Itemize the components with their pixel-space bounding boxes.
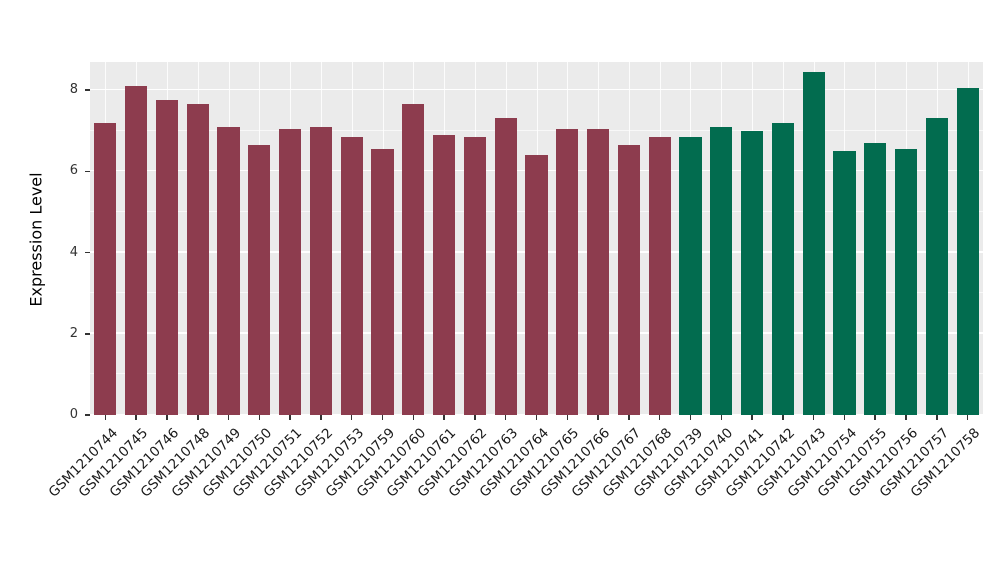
bar xyxy=(925,118,948,415)
x-tick-mark xyxy=(443,415,445,420)
bar xyxy=(802,71,825,415)
x-tick-mark xyxy=(381,415,384,420)
x-tick-mark xyxy=(289,415,291,420)
y-tick-label: 4 xyxy=(69,244,78,260)
bar xyxy=(525,155,548,415)
y-tick-label: 8 xyxy=(69,82,78,97)
y-tick-mark xyxy=(85,251,90,254)
x-tick-mark xyxy=(320,415,322,420)
x-tick-mark xyxy=(936,415,938,420)
bar xyxy=(279,128,302,415)
x-tick-mark xyxy=(504,415,507,420)
x-tick-mark xyxy=(812,415,815,420)
x-tick-mark xyxy=(597,415,599,420)
x-axis: GSM1210744 GSM1210745 GSM1210746 GSM1210748… xyxy=(45,415,983,580)
x-tick-mark xyxy=(535,415,538,420)
x-tick-mark xyxy=(782,415,784,420)
x-tick-mark xyxy=(566,415,569,420)
y-axis: 0 2 4 6 8 xyxy=(0,0,90,580)
bar xyxy=(894,148,918,415)
x-tick-mark xyxy=(197,415,199,420)
x-tick-mark xyxy=(628,415,630,420)
bar xyxy=(494,118,517,415)
x-tick-mark xyxy=(874,415,876,420)
x-tick-mark xyxy=(751,415,753,420)
bar xyxy=(186,104,209,415)
x-tick-mark xyxy=(966,415,969,420)
bar xyxy=(402,104,425,415)
bar xyxy=(248,144,271,415)
bar xyxy=(371,148,394,415)
bar xyxy=(340,136,363,415)
y-tick-label: 0 xyxy=(69,407,78,422)
bar xyxy=(556,128,579,415)
x-tick-mark xyxy=(689,415,692,420)
x-tick-mark xyxy=(166,415,168,420)
bar xyxy=(956,87,979,415)
y-tick-mark xyxy=(85,414,90,416)
bar xyxy=(648,136,671,415)
y-tick-mark xyxy=(85,333,90,335)
x-tick-mark xyxy=(905,415,907,420)
x-tick-mark xyxy=(104,415,107,420)
x-tick-mark xyxy=(258,415,261,420)
bar xyxy=(833,150,856,415)
y-tick-label: 6 xyxy=(69,163,78,179)
y-tick-label: 2 xyxy=(69,325,78,341)
plot-panel xyxy=(90,62,983,415)
bar xyxy=(679,136,702,415)
bar xyxy=(740,130,764,415)
x-tick-mark xyxy=(843,415,846,420)
x-tick-mark xyxy=(412,415,415,420)
bar xyxy=(217,126,240,415)
bar xyxy=(309,126,333,415)
x-tick-mark xyxy=(474,415,476,420)
x-tick-mark xyxy=(350,415,353,420)
bar xyxy=(710,126,733,415)
bar xyxy=(94,122,117,415)
x-tick-mark xyxy=(135,415,137,420)
bar xyxy=(864,142,887,415)
bar xyxy=(155,100,179,415)
bar xyxy=(463,136,486,415)
y-tick-mark xyxy=(85,170,90,172)
bar xyxy=(617,144,640,415)
y-tick-mark xyxy=(85,89,90,91)
bar xyxy=(587,128,610,415)
bar xyxy=(125,85,148,415)
x-tick-mark xyxy=(720,415,722,420)
x-tick-mark xyxy=(658,415,661,420)
bar xyxy=(771,122,794,415)
bar xyxy=(433,134,456,415)
x-tick-mark xyxy=(227,415,230,420)
